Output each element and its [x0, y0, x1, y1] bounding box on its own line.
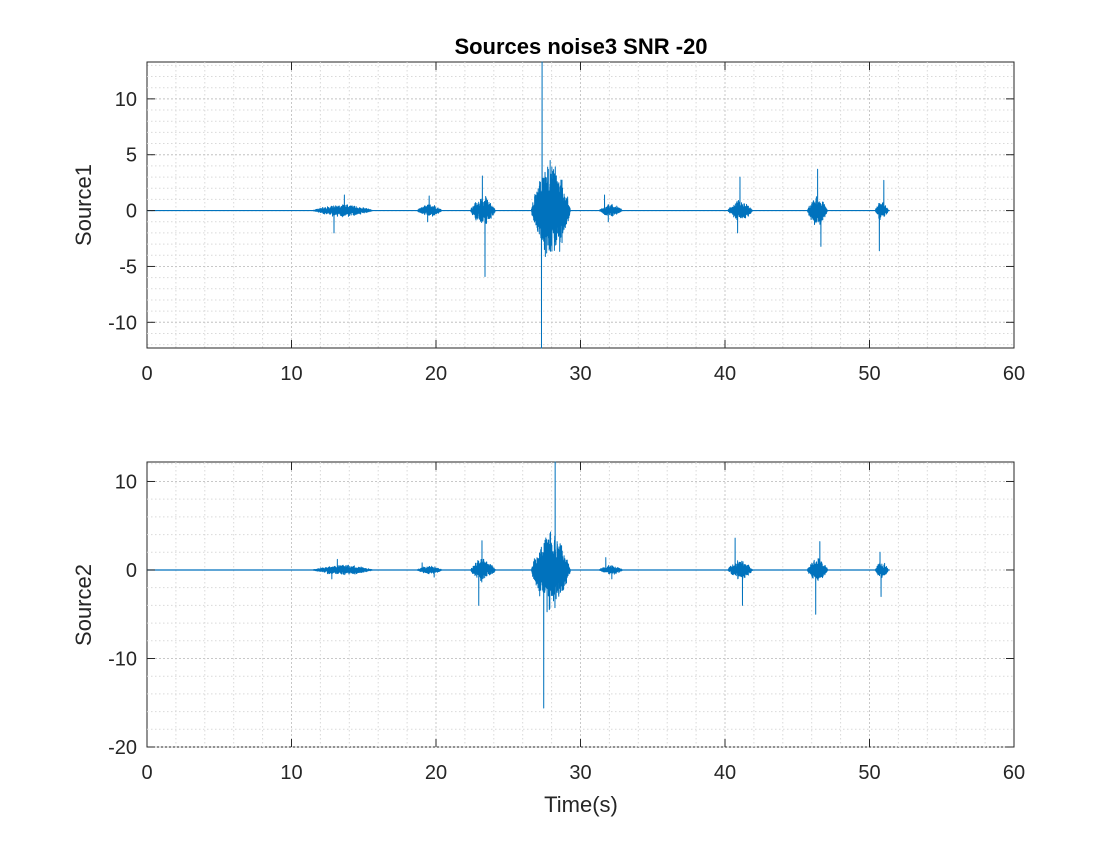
source1-burst-2 [416, 195, 443, 223]
source2-xtick-label: 50 [858, 762, 880, 784]
source1-ylabel: Source1 [71, 164, 96, 246]
source1-burst-6 [727, 176, 753, 234]
source2-burst-6 [727, 537, 753, 606]
source2-burst-2 [416, 562, 443, 578]
source1-xtick-label: 30 [569, 363, 591, 385]
source2-xtick-label: 20 [425, 762, 447, 784]
x-axis-label: Time(s) [544, 792, 618, 817]
chart-title: Sources noise3 SNR -20 [454, 34, 707, 59]
source1-ytick-label: -5 [119, 256, 137, 278]
source1-xtick-label: 20 [425, 363, 447, 385]
source2-xtick-label: 60 [1003, 762, 1025, 784]
source2-burst-8 [874, 551, 889, 598]
source2-burst-1 [312, 558, 373, 580]
source2-xtick-label: 30 [569, 762, 591, 784]
source2-xtick-label: 0 [141, 762, 152, 784]
source1-burst-1 [312, 194, 373, 234]
source2-signal [147, 461, 890, 709]
source2-burst-4 [530, 461, 571, 709]
source1-ytick-label: -10 [108, 312, 137, 334]
source1-burst-7 [806, 168, 829, 247]
source2-xtick-label: 10 [280, 762, 302, 784]
source1-xtick-label: 50 [858, 363, 880, 385]
source1-burst-8 [874, 179, 889, 252]
source2-ytick-label: -20 [108, 737, 137, 759]
source2-burst-7 [806, 541, 829, 615]
source2-burst-5 [598, 557, 623, 580]
source2-burst-3 [470, 540, 496, 606]
source2-ticks: 0 10 20 30 40 50 60 -20 -10 0 10 [108, 462, 1025, 784]
source1-ytick-label: 0 [126, 201, 137, 223]
source1-ytick-label: 5 [126, 145, 137, 167]
source1-burst-4 [530, 61, 571, 349]
source2-ytick-label: -10 [108, 648, 137, 670]
source2-ytick-label: 10 [115, 471, 137, 493]
source1-xtick-label: 60 [1003, 363, 1025, 385]
subplot-source1: 0 10 20 30 40 50 60 -10 -5 0 5 10 Source1 [71, 61, 1025, 385]
source1-xtick-label: 10 [280, 363, 302, 385]
source1-burst-3 [470, 175, 496, 277]
source2-ylabel: Source2 [71, 564, 96, 646]
source1-burst-5 [598, 194, 623, 223]
source2-axes-box [146, 461, 1015, 748]
source1-ytick-label: 10 [115, 89, 137, 111]
source1-xtick-label: 40 [714, 363, 736, 385]
source1-xtick-label: 0 [141, 363, 152, 385]
source1-ticks: 0 10 20 30 40 50 60 -10 -5 0 5 10 [108, 62, 1025, 385]
subplot-source2: 0 10 20 30 40 50 60 -20 -10 0 10 Source2 [71, 461, 1025, 784]
source2-ytick-label: 0 [126, 560, 137, 582]
source2-xtick-label: 40 [714, 762, 736, 784]
source1-signal [147, 61, 890, 349]
